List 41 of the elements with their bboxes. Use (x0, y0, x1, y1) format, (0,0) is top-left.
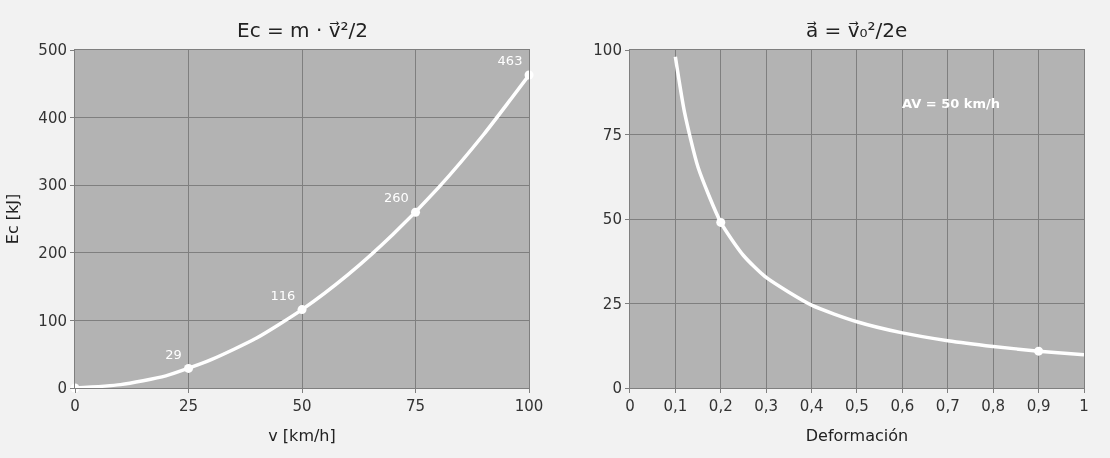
x-tick-label: 0,3 (754, 397, 779, 415)
point (411, 207, 421, 217)
x-tick-label: 0,1 (663, 397, 688, 415)
x-tick-label: 0,9 (1026, 397, 1051, 415)
y-tick-label: 400 (38, 108, 67, 127)
annotation: AV = 50 km/h (902, 96, 1000, 111)
y-tick-label: 500 (38, 41, 67, 60)
y-tick-label: 0 (57, 379, 67, 398)
chart-title: Ec = m · v⃗²/2 (237, 18, 368, 42)
y-tick-label: 100 (593, 41, 622, 60)
x-tick-label: 0,4 (799, 397, 824, 415)
x-tick-label: 0 (70, 397, 80, 415)
y-tick-label: 200 (38, 244, 67, 263)
x-tick-label: 0,7 (935, 397, 960, 415)
x-tick-label: 50 (292, 397, 312, 415)
y-tick-label: 100 (38, 311, 67, 330)
y-tick-label: 75 (602, 125, 622, 144)
x-tick-label: 0 (625, 397, 635, 415)
x-tick-label: 1 (1079, 397, 1089, 415)
y-tick-label: 300 (38, 176, 67, 195)
x-axis-title: v [km/h] (268, 425, 336, 445)
data-label: 29 (165, 346, 182, 362)
line-series (673, 55, 1084, 357)
y-tick-label: 0 (612, 379, 622, 398)
y-tick-label: 50 (602, 210, 622, 229)
chart-title: a⃗ = v⃗₀²/2e (806, 18, 908, 42)
point (297, 305, 307, 315)
x-tick-label: 100 (514, 397, 544, 415)
x-tick-label: 0,5 (845, 397, 869, 415)
y-tick-label: 25 (602, 294, 622, 313)
x-tick-label: 0,2 (708, 397, 733, 415)
x-tick-label: 0,8 (981, 397, 1006, 415)
x-tick-label: 75 (405, 397, 426, 415)
y-axis-title: Ec [kJ] (3, 193, 23, 245)
x-tick-label: 25 (178, 397, 199, 415)
data-label: 260 (384, 190, 409, 206)
data-label: 463 (497, 53, 523, 69)
point (184, 363, 194, 373)
data-label: 116 (270, 287, 296, 303)
x-tick-label: 0,6 (890, 397, 915, 415)
x-axis-title: Deformación (805, 425, 909, 445)
